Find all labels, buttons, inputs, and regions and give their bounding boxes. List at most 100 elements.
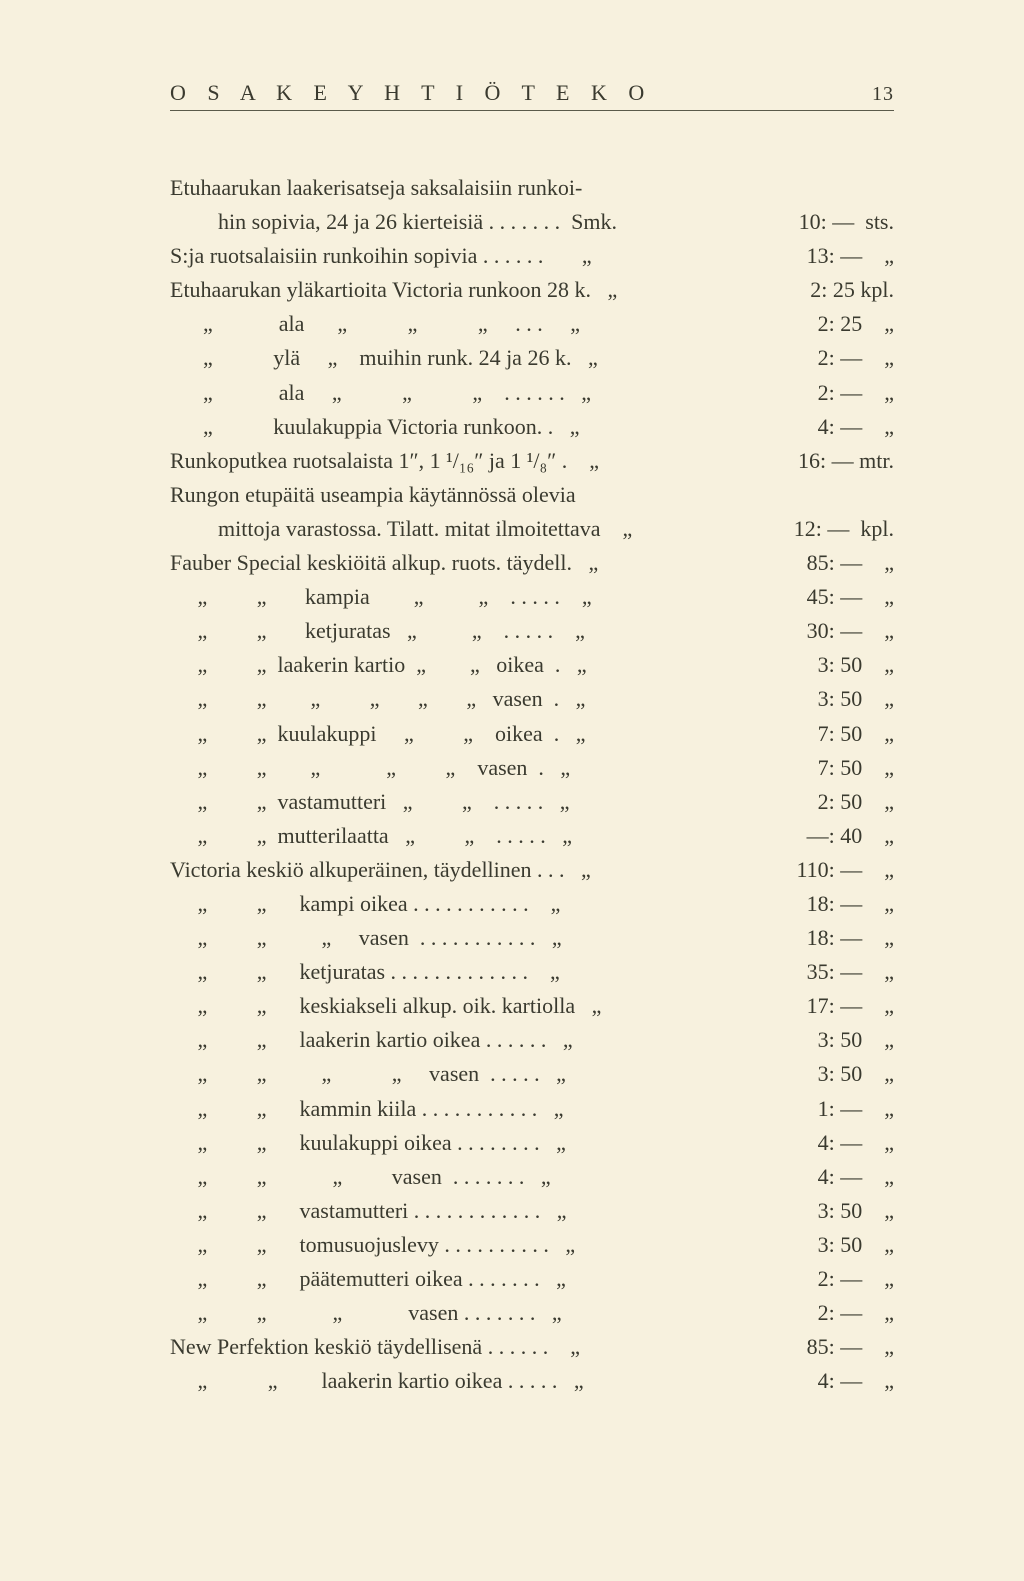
row-price: 16: — mtr. [724, 444, 894, 478]
price-row: „ „ „ vasen . . . . . . . „4: — „ [170, 1160, 894, 1194]
price-row: Fauber Special keskiöitä alkup. ruots. t… [170, 546, 894, 580]
row-price: 3: 50 „ [724, 682, 894, 716]
row-description: Etuhaarukan laakerisatseja saksalaisiin … [170, 171, 724, 205]
price-row: „ „ tomusuojuslevy . . . . . . . . . . „… [170, 1228, 894, 1262]
row-description: „ „ mutterilaatta „ „ . . . . . „ [170, 819, 724, 853]
row-price: 3: 50 „ [724, 1228, 894, 1262]
row-description: „ „ vastamutteri . . . . . . . . . . . .… [170, 1194, 724, 1228]
row-price: 17: — „ [724, 989, 894, 1023]
row-description: S:ja ruotsalaisiin runkoihin sopivia . .… [170, 239, 724, 273]
price-row: „ „ „ vasen . . . . . . . „2: — „ [170, 1296, 894, 1330]
price-row: „ „ kuulakuppi „ „ oikea . „7: 50 „ [170, 717, 894, 751]
row-description: „ „ laakerin kartio „ „ oikea . „ [170, 648, 724, 682]
row-description: mittoja varastossa. Tilatt. mitat ilmoit… [170, 512, 724, 546]
row-price: 18: — „ [724, 921, 894, 955]
row-description: New Perfektion keskiö täydellisenä . . .… [170, 1330, 724, 1364]
page-number: 13 [872, 83, 894, 106]
price-row: „ „ mutterilaatta „ „ . . . . . „—: 40 „ [170, 819, 894, 853]
row-description: Victoria keskiö alkuperäinen, täydelline… [170, 853, 724, 887]
price-row: S:ja ruotsalaisiin runkoihin sopivia . .… [170, 239, 894, 273]
row-price: 30: — „ [724, 614, 894, 648]
price-row: „ „ „ „ „ „ vasen . „3: 50 „ [170, 682, 894, 716]
price-row: „ „ kampi oikea . . . . . . . . . . . „1… [170, 887, 894, 921]
row-description: Etuhaarukan yläkartioita Victoria runkoo… [170, 273, 724, 307]
price-row: „ „ laakerin kartio oikea . . . . . „4: … [170, 1364, 894, 1398]
row-description: „ „ päätemutteri oikea . . . . . . . „ [170, 1262, 724, 1296]
price-row: „ „ kuulakuppi oikea . . . . . . . . „4:… [170, 1126, 894, 1160]
price-row: „ „ vastamutteri „ „ . . . . . „2: 50 „ [170, 785, 894, 819]
price-row: „ „ vastamutteri . . . . . . . . . . . .… [170, 1194, 894, 1228]
row-description: „ kuulakuppia Victoria runkoon. . „ [170, 410, 724, 444]
price-row: „ „ laakerin kartio oikea . . . . . . „3… [170, 1023, 894, 1057]
row-price: 45: — „ [724, 580, 894, 614]
row-description: „ „ ketjuratas . . . . . . . . . . . . .… [170, 955, 724, 989]
row-description: „ „ „ „ vasen . . . . . „ [170, 1057, 724, 1091]
price-row: Runkoputkea ruotsalaista 1″, 1 ¹/₁₆″ ja … [170, 444, 894, 478]
row-price: 2: — „ [724, 1296, 894, 1330]
price-row: hin sopivia, 24 ja 26 kierteisiä . . . .… [170, 205, 894, 239]
row-description: Fauber Special keskiöitä alkup. ruots. t… [170, 546, 724, 580]
row-description: „ „ „ vasen . . . . . . . „ [170, 1296, 724, 1330]
row-price: 18: — „ [724, 887, 894, 921]
row-price: 2: 50 „ [724, 785, 894, 819]
row-description: „ „ kuulakuppi oikea . . . . . . . . „ [170, 1126, 724, 1160]
price-row: „ ala „ „ „ . . . . . . „2: — „ [170, 376, 894, 410]
price-row: „ „ ketjuratas . . . . . . . . . . . . .… [170, 955, 894, 989]
row-description: „ „ kuulakuppi „ „ oikea . „ [170, 717, 724, 751]
row-description: „ „ laakerin kartio oikea . . . . . . „ [170, 1023, 724, 1057]
price-row: „ „ laakerin kartio „ „ oikea . „3: 50 „ [170, 648, 894, 682]
row-price: 35: — „ [724, 955, 894, 989]
row-description: „ „ tomusuojuslevy . . . . . . . . . . „ [170, 1228, 724, 1262]
row-price: 2: — „ [724, 341, 894, 375]
price-row: mittoja varastossa. Tilatt. mitat ilmoit… [170, 512, 894, 546]
row-description: „ ala „ „ „ . . . . . . „ [170, 376, 724, 410]
price-row: „ „ päätemutteri oikea . . . . . . . „2:… [170, 1262, 894, 1296]
row-description: „ „ „ „ „ „ vasen . „ [170, 682, 724, 716]
price-row: Etuhaarukan yläkartioita Victoria runkoo… [170, 273, 894, 307]
row-price: 2: — „ [724, 376, 894, 410]
row-price [724, 478, 894, 512]
row-price [724, 171, 894, 205]
row-price: 13: — „ [724, 239, 894, 273]
row-price: 3: 50 „ [724, 1194, 894, 1228]
price-row: „ ylä „ muihin runk. 24 ja 26 k. „2: — „ [170, 341, 894, 375]
row-price: 7: 50 „ [724, 751, 894, 785]
price-list-body: Etuhaarukan laakerisatseja saksalaisiin … [170, 171, 894, 1398]
price-row: „ „ „ vasen . . . . . . . . . . . „18: —… [170, 921, 894, 955]
price-row: Victoria keskiö alkuperäinen, täydelline… [170, 853, 894, 887]
row-price: 12: — kpl. [724, 512, 894, 546]
price-row: „ „ „ „ „ vasen . „7: 50 „ [170, 751, 894, 785]
row-price: —: 40 „ [724, 819, 894, 853]
row-price: 10: — sts. [724, 205, 894, 239]
row-price: 4: — „ [724, 1160, 894, 1194]
price-row: Rungon etupäitä useampia käytännössä ole… [170, 478, 894, 512]
row-description: „ „ ketjuratas „ „ . . . . . „ [170, 614, 724, 648]
row-description: „ „ kampia „ „ . . . . . „ [170, 580, 724, 614]
price-row: „ ala „ „ „ . . . „2: 25 „ [170, 307, 894, 341]
price-row: Etuhaarukan laakerisatseja saksalaisiin … [170, 171, 894, 205]
row-price: 1: — „ [724, 1092, 894, 1126]
running-head: O S A K E Y H T I Ö T E K O 13 [170, 80, 894, 111]
row-price: 2: — „ [724, 1262, 894, 1296]
price-row: „ „ keskiakseli alkup. oik. kartiolla „1… [170, 989, 894, 1023]
row-price: 2: 25 kpl. [724, 273, 894, 307]
row-description: „ ala „ „ „ . . . „ [170, 307, 724, 341]
row-price: 110: — „ [724, 853, 894, 887]
page-title: O S A K E Y H T I Ö T E K O [170, 80, 652, 106]
row-description: „ „ vastamutteri „ „ . . . . . „ [170, 785, 724, 819]
row-price: 3: 50 „ [724, 1023, 894, 1057]
row-description: „ „ „ vasen . . . . . . . . . . . „ [170, 921, 724, 955]
row-description: „ ylä „ muihin runk. 24 ja 26 k. „ [170, 341, 724, 375]
price-row: „ „ „ „ vasen . . . . . „3: 50 „ [170, 1057, 894, 1091]
row-price: 85: — „ [724, 546, 894, 580]
row-price: 2: 25 „ [724, 307, 894, 341]
row-price: 7: 50 „ [724, 717, 894, 751]
row-price: 4: — „ [724, 1126, 894, 1160]
row-description: „ „ kampi oikea . . . . . . . . . . . „ [170, 887, 724, 921]
price-row: „ „ kammin kiila . . . . . . . . . . . „… [170, 1092, 894, 1126]
document-page: O S A K E Y H T I Ö T E K O 13 Etuhaaruk… [0, 0, 1024, 1581]
price-row: New Perfektion keskiö täydellisenä . . .… [170, 1330, 894, 1364]
row-description: Rungon etupäitä useampia käytännössä ole… [170, 478, 724, 512]
row-description: „ „ kammin kiila . . . . . . . . . . . „ [170, 1092, 724, 1126]
row-price: 85: — „ [724, 1330, 894, 1364]
